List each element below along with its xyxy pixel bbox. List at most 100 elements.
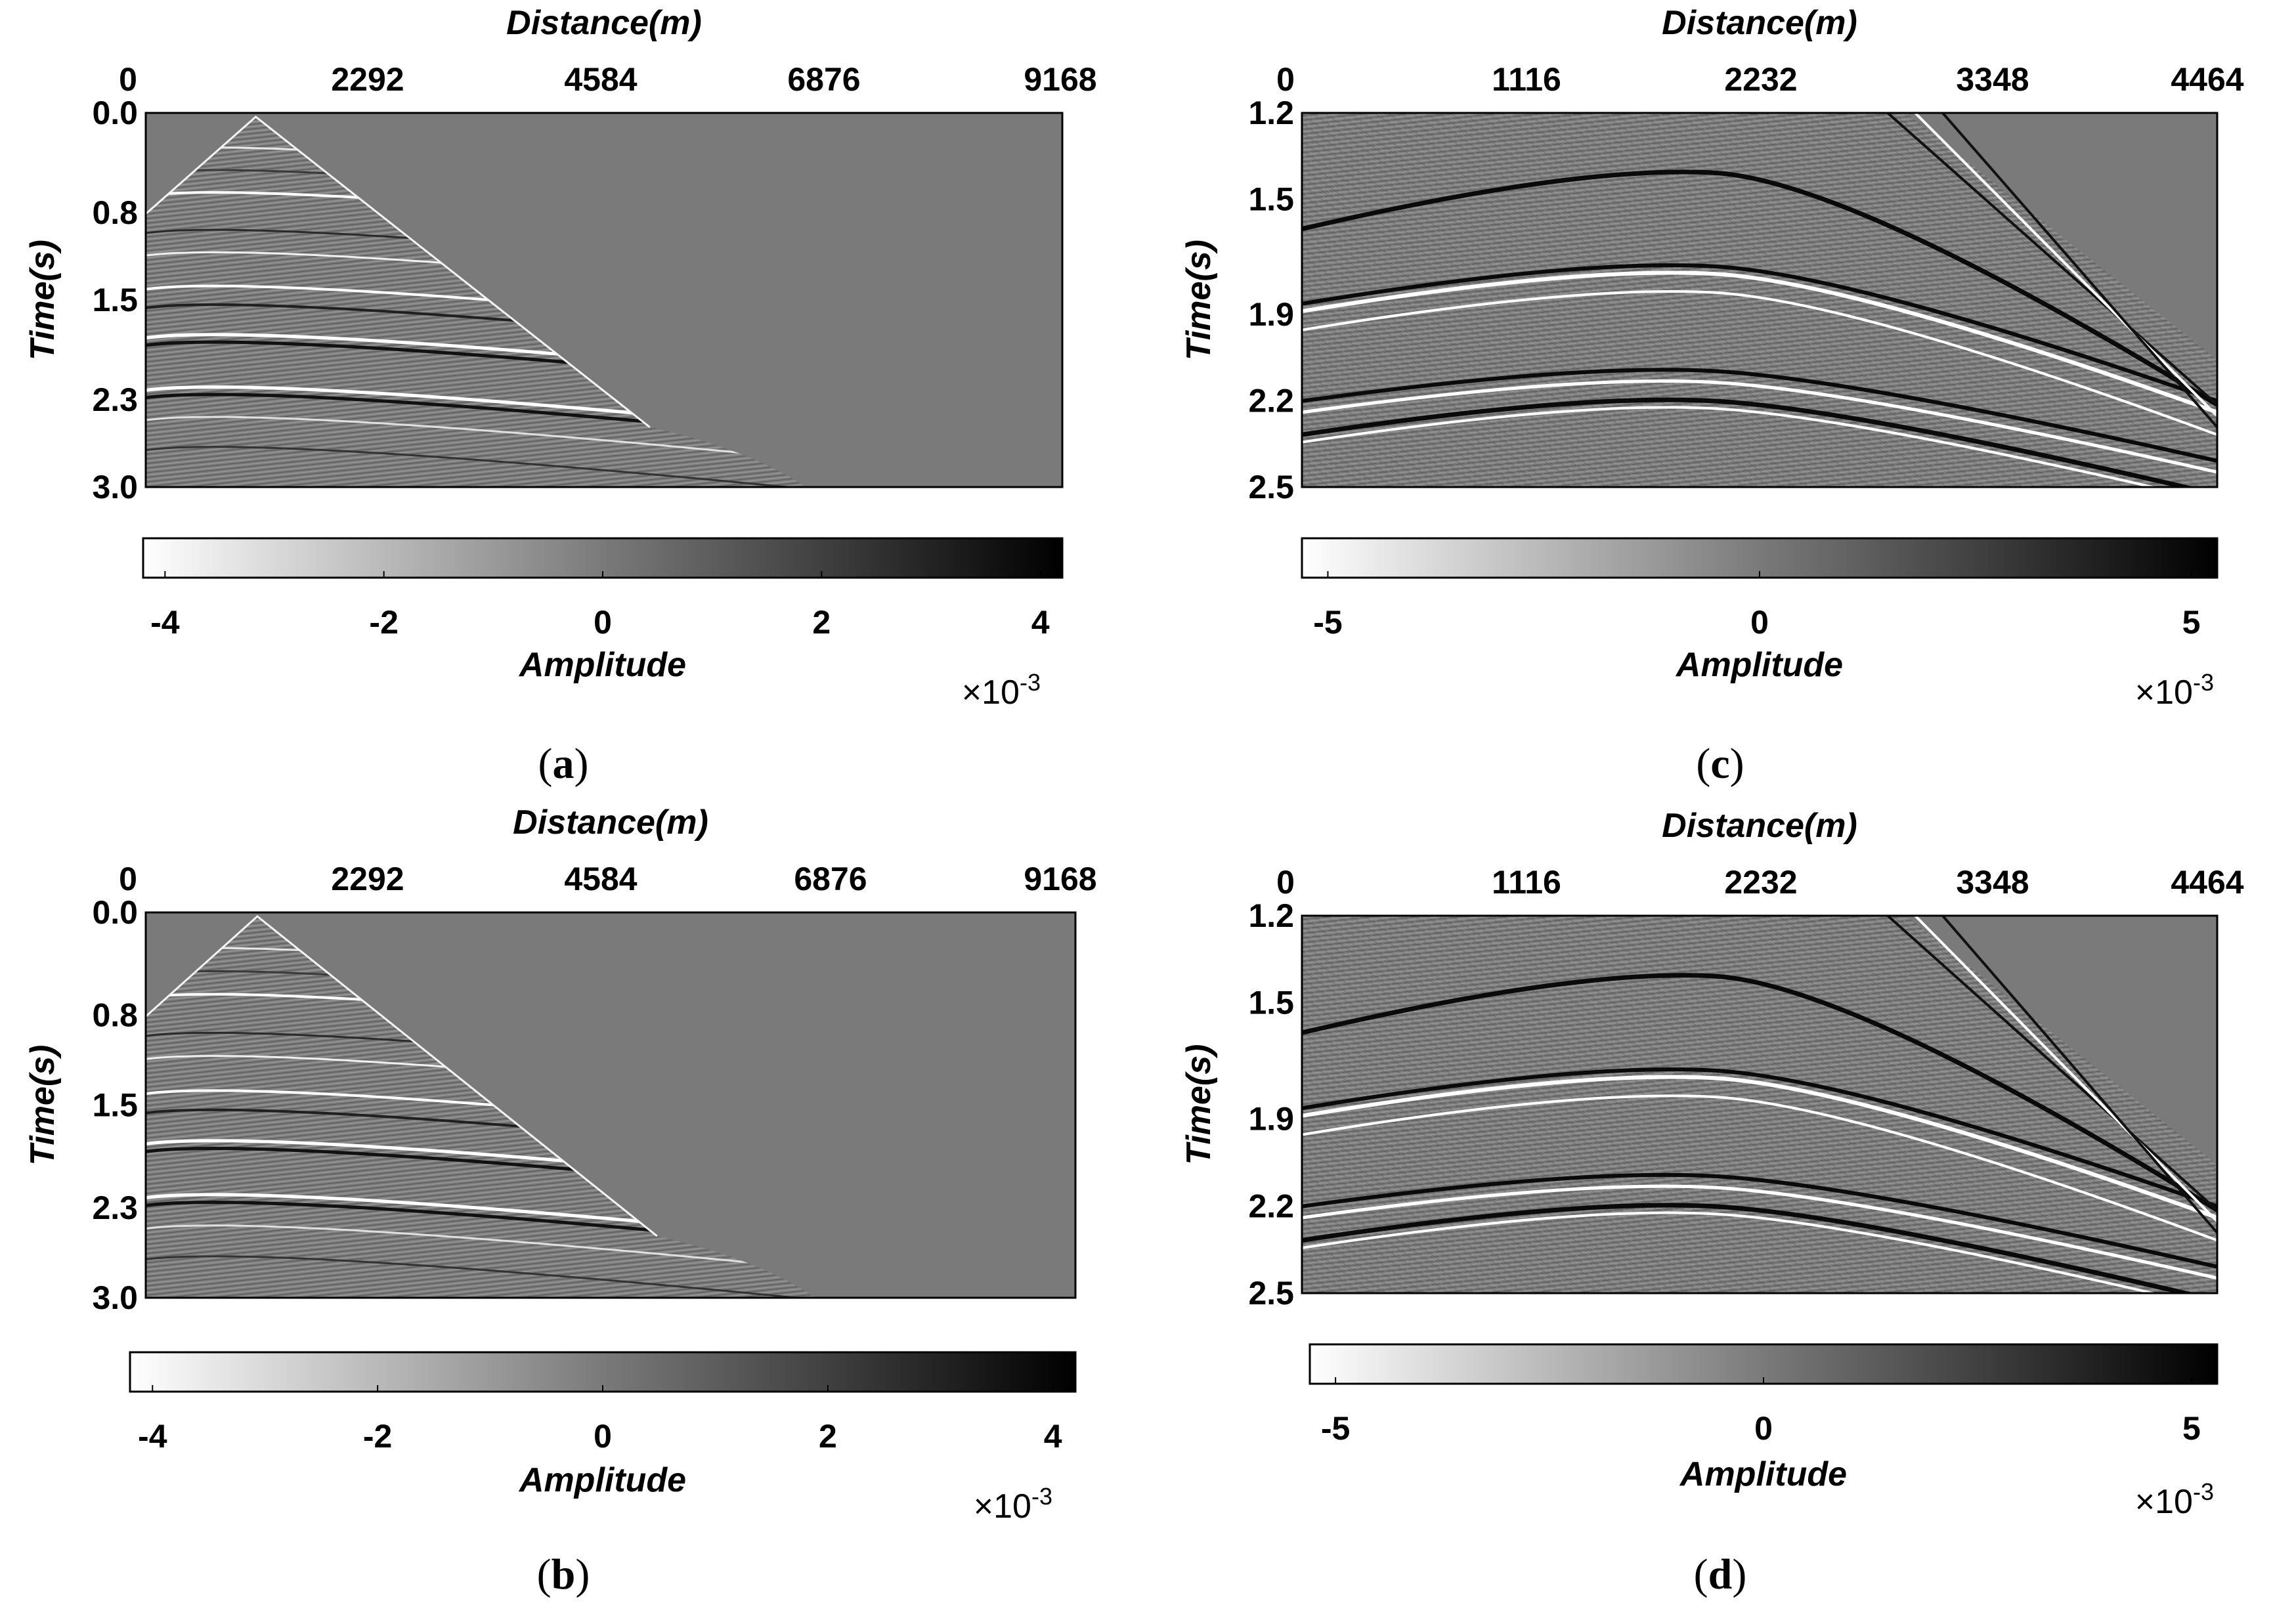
reflector-event [1302,169,2217,407]
colorbar-label: Amplitude [518,1461,686,1499]
x-tick-label: 6876 [794,861,867,897]
y-tick-label: 2.5 [1248,469,1294,505]
caption-letter: a [553,740,574,788]
x-tick-label: 4584 [564,61,637,98]
reflector-event [1302,1172,2217,1269]
plot-frame [1301,112,2219,488]
multiplier-base: ×10 [2135,1483,2193,1521]
empty-region [1906,916,2217,1165]
colorbar-label: Amplitude [518,646,686,684]
caption-close: ) [575,1550,590,1598]
y-tick-label: 2.3 [92,1189,138,1226]
seismic-image [1302,916,2217,1293]
x-tick-label: 0 [119,861,137,897]
x-tick-label: 0 [119,61,137,98]
reflector-event [1302,368,2217,463]
x-axis-label: Distance(m) [1662,4,1857,42]
colorbar-tick-label: 2 [819,1418,837,1455]
colorbar-tick-label: 0 [594,1418,612,1455]
colorbar-tick-label: -2 [369,604,398,641]
y-tick-label: 2.5 [1248,1275,1294,1312]
colorbar-multiplier: ×10-3 [2135,669,2214,712]
reflector-event [1302,270,2217,414]
colorbar-tick-label: 5 [2182,604,2201,641]
colorbar-multiplier: ×10-3 [2135,1478,2214,1521]
y-tick-label: 1.5 [92,1087,138,1124]
y-tick-label: 2.3 [92,381,138,418]
y-axis-label: Time(s) [24,240,62,360]
reflector-event [1302,1203,2196,1293]
plot-frame [1301,914,2219,1294]
seismic-image [146,113,1062,487]
y-tick-label: 1.5 [1248,181,1294,218]
colorbar-tick-label: -5 [1321,1410,1350,1447]
y-tick-label: 0.8 [92,194,138,231]
x-tick-label: 2232 [1724,864,1797,901]
linear-event [1914,916,2217,1223]
caption-open: ( [538,740,553,788]
reflector-event [1302,1067,2217,1208]
x-tick-label: 4584 [564,861,637,897]
y-tick-label: 1.2 [1248,897,1294,934]
x-tick-label: 1116 [1492,61,1561,98]
reflector-event [146,1224,797,1268]
plot-frame [144,112,1064,488]
panel-d: Distance(m) 0 1116 2232 3348 4464 1.2 1.5 1.9 2.2… [1180,807,2244,1598]
caption-letter: d [1708,1550,1733,1598]
y-tick-label: 2.2 [1248,1187,1294,1224]
reflector-event [1302,379,2217,474]
linear-event [1886,916,2217,1211]
y-tick-label: 1.5 [1248,985,1294,1021]
reflector-event [1302,263,2217,403]
panel-caption: (c) [1696,740,1744,788]
caption-open: ( [1694,1550,1708,1598]
reflector-event [1302,406,2159,487]
caption-close: ) [574,740,589,788]
x-tick-label: 4464 [2171,61,2243,98]
reflector-event [146,446,788,487]
multiplier-exponent: -3 [2193,1478,2214,1505]
panel-a: Distance(m) 0 2292 4584 6876 9168 0.0 0.8 1.5 2.3… [24,4,1097,788]
reflector-event [1302,397,2196,487]
colorbar-tick-label: 4 [1044,1418,1062,1455]
multiplier-base: ×10 [2135,673,2193,712]
colorbar-tick-label: 2 [812,604,831,641]
colorbar-label: Amplitude [1675,646,1843,684]
empty-region [1906,113,2217,360]
reflector-event [1302,1184,2217,1280]
x-tick-label: 2232 [1724,61,1797,98]
x-tick-label: 4464 [2171,864,2243,901]
y-tick-label: 0.8 [92,997,138,1034]
caption-open: ( [537,1550,552,1598]
caption-letter: c [1710,740,1729,788]
y-axis-label: Time(s) [1180,1044,1218,1165]
x-tick-label: 3348 [1956,864,2029,901]
y-tick-label: 0.0 [92,95,138,131]
panel-c: Distance(m) 0 1116 2232 3348 4464 1.2 1.5 1.9 2.2… [1180,4,2244,788]
colorbar-label: Amplitude [1679,1455,1847,1493]
x-tick-label: 3348 [1956,61,2029,98]
y-tick-label: 3.0 [92,469,138,505]
caption-letter: b [552,1550,576,1598]
colorbar-tick-label: 4 [1031,604,1050,641]
multiplier-exponent: -3 [1031,1483,1052,1510]
wavefield-region [146,117,806,487]
panel-caption: (b) [537,1550,590,1598]
multiplier-base: ×10 [962,673,1020,712]
y-tick-label: 0.0 [92,894,138,931]
x-axis-label: Distance(m) [1662,807,1857,845]
colorbar-tick-label: 0 [594,604,612,641]
x-tick-label: 2292 [331,861,404,897]
colorbar-tick-label: -4 [138,1418,167,1455]
x-tick-label: 2292 [331,61,404,98]
x-axis-label: Distance(m) [506,4,702,42]
direct-wave-edge [146,116,651,428]
panel-caption: (d) [1694,1550,1747,1598]
y-tick-label: 3.0 [92,1279,138,1316]
seismic-image [1302,113,2217,487]
colorbar-tick-label: -5 [1313,604,1342,641]
multiplier-exponent: -3 [2193,669,2214,696]
direct-wave-edge [146,915,658,1237]
